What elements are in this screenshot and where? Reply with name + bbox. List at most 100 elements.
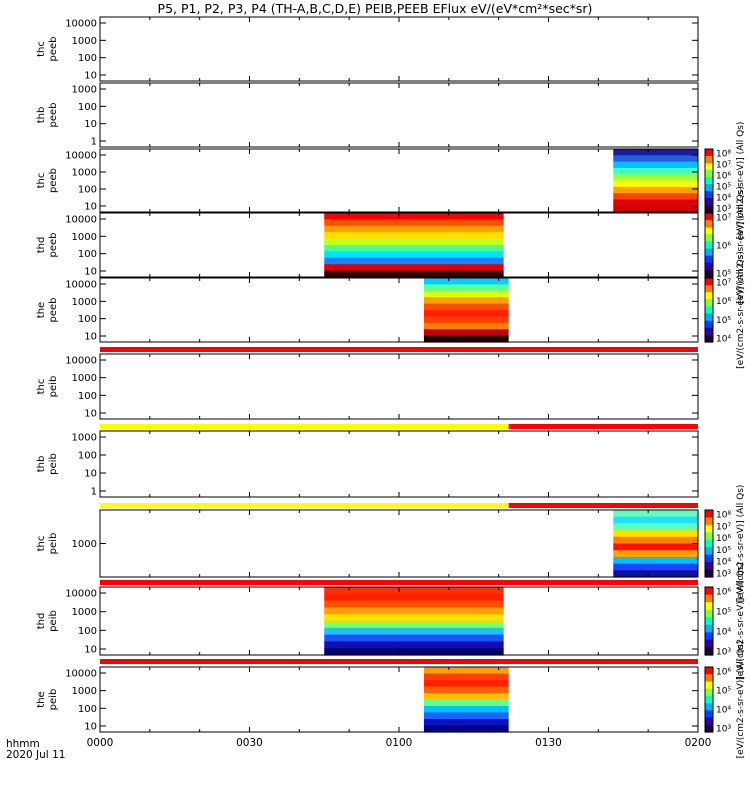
colorbar-tick-label: 10⁶: [716, 242, 731, 252]
status-bar-segment: [100, 503, 509, 508]
colorbar-swatch: [705, 320, 713, 329]
colorbar-swatch: [705, 149, 713, 157]
spectrogram-band: [423, 712, 509, 720]
y-tick-label: 1000: [72, 85, 97, 96]
spectrogram-band: [423, 719, 509, 727]
x-tick-label: 0000: [87, 737, 114, 749]
colorbar-swatch: [705, 647, 713, 656]
panel-label-probe: thc: [36, 536, 47, 552]
colorbar-tick-label: 10⁶: [716, 668, 731, 678]
y-tick-label: 1000: [72, 373, 97, 384]
status-bar-segment: [100, 347, 698, 352]
spectrogram-band: [324, 627, 504, 636]
colorbar-tick-label: 10⁴: [716, 706, 731, 716]
colorbar-frame: [704, 509, 714, 578]
spectrogram-band: [613, 563, 698, 571]
colorbar-swatch: [705, 269, 713, 278]
status-bar-segment: [100, 580, 698, 585]
colorbar-swatch: [705, 547, 713, 556]
colorbar-swatch: [705, 213, 713, 221]
colorbar-swatch: [705, 688, 713, 697]
spectrogram-band: [423, 667, 509, 675]
colorbar-tick-label: 10⁷: [716, 522, 731, 532]
spectrogram-band: [324, 634, 504, 642]
colorbar-swatch: [705, 724, 713, 733]
spectrogram-band: [423, 316, 509, 324]
panel-the-peib: [99, 666, 699, 733]
figure-title: P5, P1, P2, P3, P4 (TH-A,B,C,D,E) PEIB,P…: [157, 1, 593, 16]
colorbar-swatch: [705, 156, 713, 164]
panel-label-probe: thb: [36, 456, 47, 473]
colorbar-swatch: [705, 292, 713, 300]
colorbar-swatch: [705, 306, 713, 315]
colorbar-swatch: [705, 632, 713, 641]
y-tick-label: 100: [78, 391, 97, 402]
panel-label-product: peib: [48, 453, 59, 475]
panel-frame: [99, 82, 699, 148]
colorbar-swatch: [705, 639, 713, 649]
colorbar-swatch: [705, 163, 713, 171]
y-tick-label: 100: [78, 102, 97, 113]
spectrogram-band: [423, 699, 509, 707]
y-tick-label: 100: [78, 249, 97, 260]
spectrogram-band: [613, 155, 698, 163]
spectrogram-band: [324, 264, 504, 272]
colorbar-frame: [704, 212, 714, 278]
colorbar-swatch: [705, 710, 713, 719]
spectrogram-band: [324, 587, 504, 595]
colorbar-frame: [704, 586, 714, 656]
y-tick-label: 10000: [65, 19, 97, 30]
colorbar-swatch: [705, 617, 713, 626]
y-tick-label: 1000: [72, 433, 97, 444]
colorbar-swatch: [705, 602, 713, 611]
panel-the-peeb: [99, 277, 699, 343]
colorbar-tick-label: 10⁵: [716, 270, 731, 280]
colorbar-swatch: [705, 184, 713, 192]
panel-thd-peeb: [99, 212, 699, 278]
y-tick-label: 1000: [72, 36, 97, 47]
colorbar-swatch: [705, 674, 713, 683]
spectrogram-band: [423, 686, 509, 694]
panel-label-product: peeb: [48, 168, 59, 193]
colorbar-tick-label: 10⁷: [716, 279, 731, 289]
spectrogram-band: [324, 257, 504, 265]
spectrogram-band: [324, 238, 504, 246]
y-tick-label: 100: [78, 314, 97, 325]
colorbar-tick-label: 10⁵: [716, 546, 731, 556]
status-bar-segment: [508, 503, 698, 508]
y-tick-label: 1000: [72, 297, 97, 308]
colorbar-swatch: [705, 594, 713, 603]
y-tick-label: 10000: [65, 589, 97, 600]
y-tick-label: 1000: [72, 232, 97, 243]
spectrogram-band: [324, 232, 504, 240]
colorbar-tick-label: 10⁶: [716, 534, 731, 544]
colorbar-swatch: [705, 262, 713, 271]
panel-frame: [99, 148, 699, 213]
colorbar-frame: [704, 666, 714, 733]
spectrogram-band: [423, 693, 509, 701]
spectrogram-band: [423, 297, 509, 305]
spectrogram-band: [324, 600, 504, 608]
panel-thb-peeb: [99, 82, 699, 148]
spectrogram-band: [613, 193, 698, 200]
colorbar-swatch: [705, 170, 713, 178]
panel-label-product: peeb: [48, 37, 59, 62]
y-tick-label: 100: [78, 53, 97, 64]
time-format-label: hhmm: [6, 738, 40, 750]
panel-label-product: peib: [48, 689, 59, 711]
y-tick-label: 10: [84, 71, 97, 82]
colorbar-tick-label: 10⁸: [716, 511, 731, 521]
colorbar-tick-label: 10⁵: [716, 608, 731, 618]
panel-thd-peib: [99, 586, 699, 656]
status-bar-segment: [508, 424, 698, 429]
panel-label-probe: the: [36, 302, 47, 318]
spectrogram-band: [423, 290, 509, 298]
panel-label-probe: thc: [36, 379, 47, 395]
panel-label-product: peeb: [48, 233, 59, 258]
spectrogram-band: [324, 245, 504, 252]
colorbar-swatch: [705, 539, 713, 548]
colorbar-swatch: [705, 234, 713, 243]
y-tick-label: 1000: [72, 168, 97, 179]
colorbar-swatch: [705, 524, 713, 533]
